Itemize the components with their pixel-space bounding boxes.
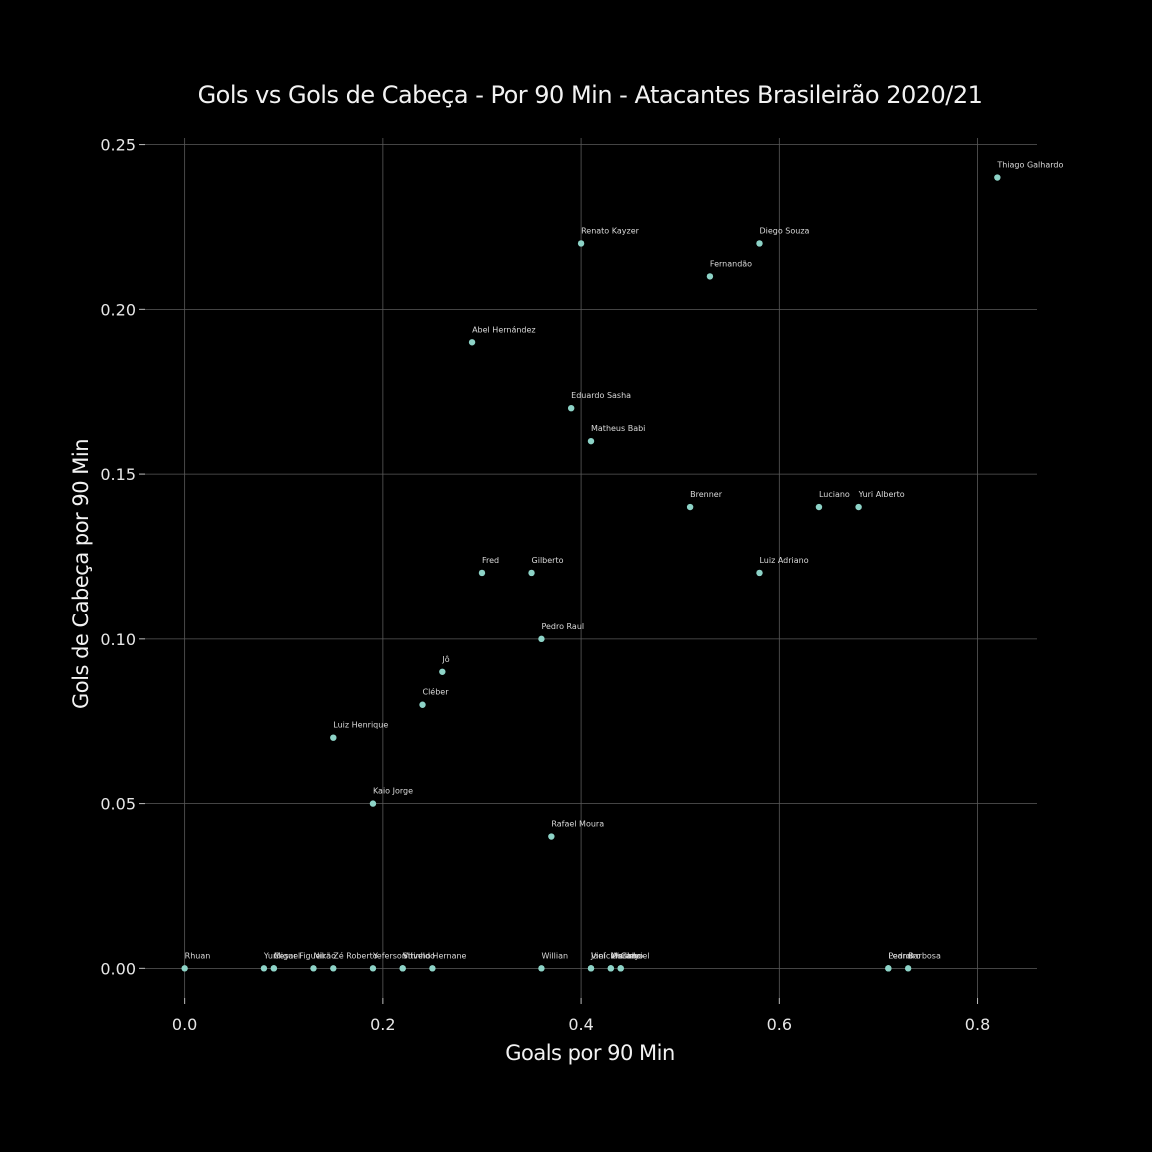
data-label: Eduardo Sasha <box>571 391 631 400</box>
data-point <box>538 965 545 972</box>
data-label: Gilberto <box>532 556 564 565</box>
data-label: Barbosa <box>908 951 941 960</box>
data-point <box>468 339 476 346</box>
data-label: Luiz Adriano <box>759 556 808 565</box>
data-point <box>567 404 575 412</box>
data-label: Nikão <box>313 951 336 960</box>
data-label: Marinho <box>611 951 643 960</box>
data-point <box>369 800 377 807</box>
data-label: Willian <box>541 951 568 960</box>
data-label: Vitinho <box>403 951 431 960</box>
data-point <box>577 240 585 247</box>
data-point <box>587 965 595 972</box>
data-label: Abel Hernández <box>472 325 536 334</box>
data-label: Thiago Galhardo <box>996 161 1063 170</box>
data-label: Diego Souza <box>759 226 809 235</box>
axis-ticks: 0.0 0.2 0.4 0.6 0.8 0.00 0.05 0.10 0.15 0.20 0.25 <box>100 136 990 1034</box>
data-point <box>617 965 624 972</box>
data-label: Kaio Jorge <box>373 787 413 796</box>
data-label: Vinícius <box>591 951 622 960</box>
y-tick-label: 0.15 <box>100 465 136 484</box>
data-point <box>399 965 406 972</box>
data-point <box>587 437 595 445</box>
data-point <box>330 965 337 972</box>
data-point <box>994 174 1001 181</box>
data-point <box>369 965 377 972</box>
data-label: Leandro <box>888 951 920 960</box>
x-tick-label: 0.8 <box>965 1015 990 1034</box>
data-label: Matheus Babi <box>591 424 645 433</box>
data-point <box>310 965 317 972</box>
data-point <box>528 569 535 577</box>
data-label: Cesar Figueira <box>274 951 331 960</box>
x-tick-label: 0.0 <box>172 1015 197 1034</box>
y-axis-label: Gols de Cabeça por 90 Min <box>69 439 93 709</box>
data-label: Cléber <box>423 687 450 697</box>
data-point <box>904 965 912 972</box>
data-point <box>548 833 555 840</box>
y-tick-label: 0.10 <box>100 630 136 649</box>
data-label: Rafael Moura <box>551 820 604 829</box>
data-point <box>706 273 714 280</box>
data-label: Rhuan <box>185 951 211 960</box>
x-tick-label: 0.4 <box>568 1015 593 1034</box>
data-point <box>419 701 426 708</box>
data-point <box>815 503 823 511</box>
data-label: Fernandão <box>710 259 752 268</box>
data-label: Pedro Raul <box>541 622 584 631</box>
x-tick-label: 0.2 <box>370 1015 395 1034</box>
data-label: Renato Kayzer <box>581 226 640 235</box>
data-point <box>330 734 337 741</box>
x-axis-label: Goals por 90 Min <box>505 1041 675 1065</box>
data-label: Pedro <box>888 951 911 960</box>
data-label: Wesley <box>611 951 640 960</box>
data-point <box>478 569 486 577</box>
data-label: Miguel <box>274 951 300 960</box>
data-label: Yeferson <box>372 951 407 960</box>
y-tick-label: 0.00 <box>100 959 136 978</box>
data-label: Stiveldo <box>403 951 435 960</box>
data-label: Yuri Alberto <box>858 490 905 499</box>
data-point <box>607 965 615 972</box>
data-label: Fred <box>482 556 499 565</box>
data-label: Cano <box>621 951 642 960</box>
data-point <box>181 965 188 972</box>
data-point <box>538 635 545 643</box>
x-tick-label: 0.6 <box>767 1015 792 1034</box>
data-label: Jô <box>441 654 449 664</box>
chart-title: Gols vs Gols de Cabeça - Por 90 Min - At… <box>198 81 983 109</box>
y-tick-label: 0.25 <box>100 136 136 155</box>
data-point <box>686 503 694 511</box>
data-label: Luciano <box>819 490 850 499</box>
data-label: Hernane <box>432 951 466 960</box>
grid <box>145 138 1037 998</box>
data-label: Luiz Henrique <box>333 721 388 730</box>
data-point <box>439 668 446 675</box>
data-point <box>756 240 763 247</box>
y-tick-label: 0.05 <box>100 795 136 814</box>
data-point <box>260 965 268 972</box>
data-point <box>855 503 862 511</box>
data-points <box>181 174 1001 972</box>
data-label: Zé Roberto <box>333 950 377 960</box>
data-point <box>885 965 892 972</box>
data-label: Yuri <box>263 951 279 960</box>
data-label: Brenner <box>690 490 723 499</box>
data-label: Gabriel <box>621 951 650 960</box>
data-label: Jael <box>590 951 605 960</box>
data-point <box>270 965 278 972</box>
data-point <box>756 569 763 577</box>
data-point <box>429 965 436 972</box>
y-tick-label: 0.20 <box>100 300 136 319</box>
data-labels: Thiago Galhardo Renato Kayzer Diego Souza F… <box>185 161 1064 961</box>
